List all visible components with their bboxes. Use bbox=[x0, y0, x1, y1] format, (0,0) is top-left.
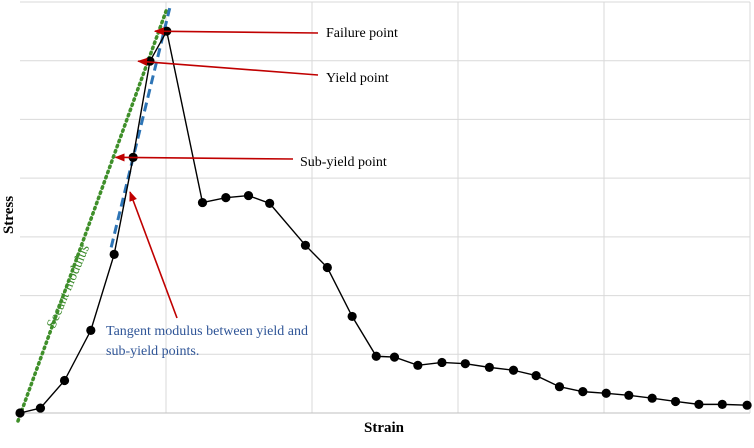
data-point-25 bbox=[578, 387, 588, 397]
tangent-modulus-arrow bbox=[129, 191, 178, 319]
data-point-4 bbox=[86, 325, 96, 335]
data-point-28 bbox=[647, 393, 657, 403]
data-point-12 bbox=[265, 198, 275, 208]
data-point-10 bbox=[221, 193, 231, 203]
data-point-31 bbox=[717, 399, 727, 409]
data-point-1 bbox=[15, 408, 25, 418]
data-point-15 bbox=[347, 311, 357, 322]
data-point-26 bbox=[601, 388, 611, 398]
data-point-21 bbox=[484, 362, 494, 372]
moduli-lines bbox=[16, 7, 172, 423]
data-point-19 bbox=[437, 357, 447, 368]
sub-yield-point-arrow bbox=[114, 153, 294, 162]
secant-modulus-line bbox=[16, 7, 169, 423]
data-point-9 bbox=[197, 197, 208, 208]
data-point-14 bbox=[322, 262, 332, 273]
data-point-29 bbox=[670, 396, 681, 407]
data-point-24 bbox=[554, 382, 565, 392]
data-point-2 bbox=[35, 403, 46, 413]
data-point-22 bbox=[508, 365, 519, 375]
plot-frame bbox=[20, 1, 751, 414]
x-axis-label: Strain bbox=[364, 420, 405, 436]
data-series bbox=[15, 26, 752, 418]
data-point-16 bbox=[371, 351, 381, 361]
data-point-30 bbox=[694, 399, 704, 409]
grid bbox=[20, 2, 750, 413]
annotations: Failure point Yield point Sub-yield point T… bbox=[44, 26, 398, 359]
y-axis-label: Stress bbox=[1, 196, 17, 234]
failure-point-label: Failure point bbox=[326, 26, 398, 41]
data-point-11 bbox=[243, 190, 254, 201]
data-point-18 bbox=[413, 360, 423, 370]
yield-point-label: Yield point bbox=[326, 71, 389, 86]
tangent-modulus-line bbox=[109, 7, 172, 248]
data-point-17 bbox=[389, 352, 400, 362]
data-point-3 bbox=[59, 375, 70, 386]
failure-point-arrow bbox=[153, 27, 319, 36]
data-point-32 bbox=[742, 400, 752, 410]
yield-point-arrow bbox=[137, 57, 319, 76]
data-point-5 bbox=[109, 249, 119, 259]
data-point-7 bbox=[145, 56, 155, 66]
data-point-13 bbox=[300, 240, 311, 250]
sub-yield-point-label: Sub-yield point bbox=[300, 155, 387, 170]
data-point-27 bbox=[624, 390, 634, 400]
data-point-20 bbox=[460, 359, 470, 369]
secant-modulus-label: Secant modulus bbox=[44, 243, 93, 331]
tangent-modulus-label: Tangent modulus between yield and sub-yie… bbox=[106, 324, 308, 359]
data-point-23 bbox=[531, 370, 541, 381]
